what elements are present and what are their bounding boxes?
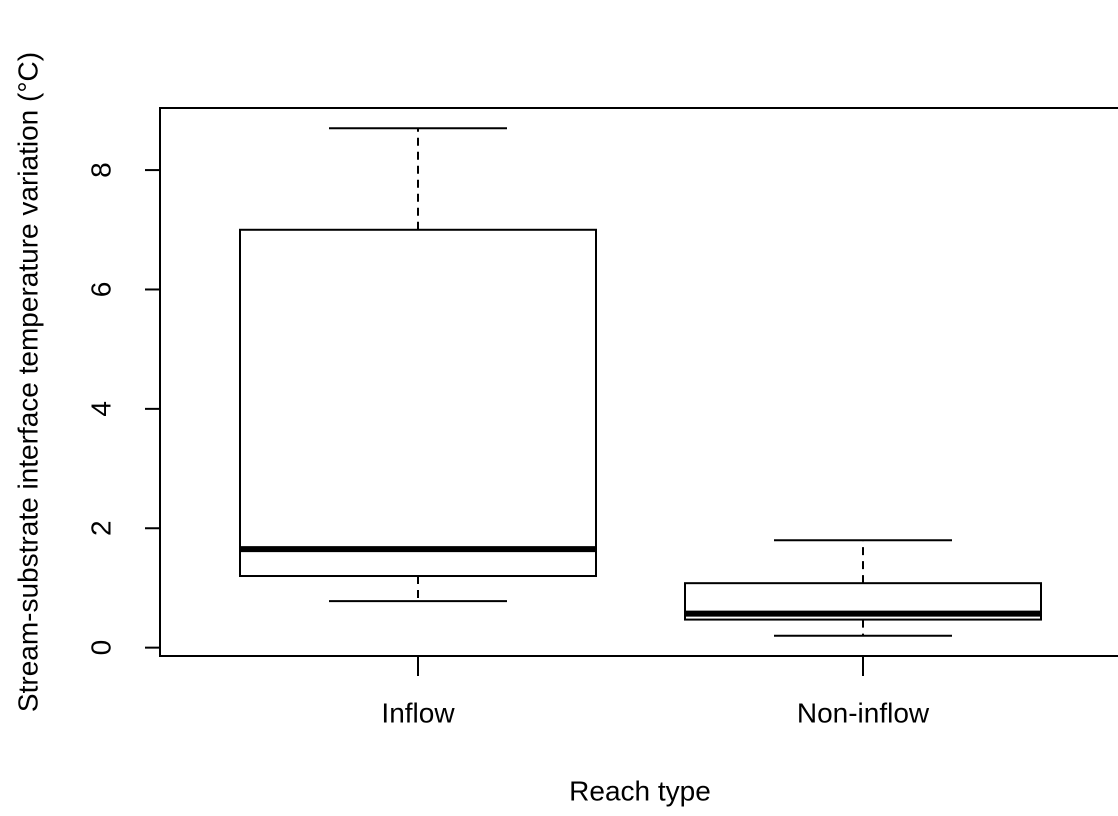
x-tick-label: Non-inflow (797, 697, 930, 728)
x-axis-label: Reach type (569, 775, 711, 806)
y-tick-label: 0 (85, 640, 116, 656)
box (239, 228, 597, 578)
plot-frame (159, 107, 1118, 657)
y-tick-label: 2 (85, 520, 116, 536)
y-tick-label: 8 (85, 162, 116, 178)
y-tick-label: 6 (85, 282, 116, 298)
y-tick-label: 4 (85, 401, 116, 417)
y-axis-label: Stream-substrate interface temperature v… (12, 52, 43, 712)
x-tick-label: Inflow (381, 697, 455, 728)
